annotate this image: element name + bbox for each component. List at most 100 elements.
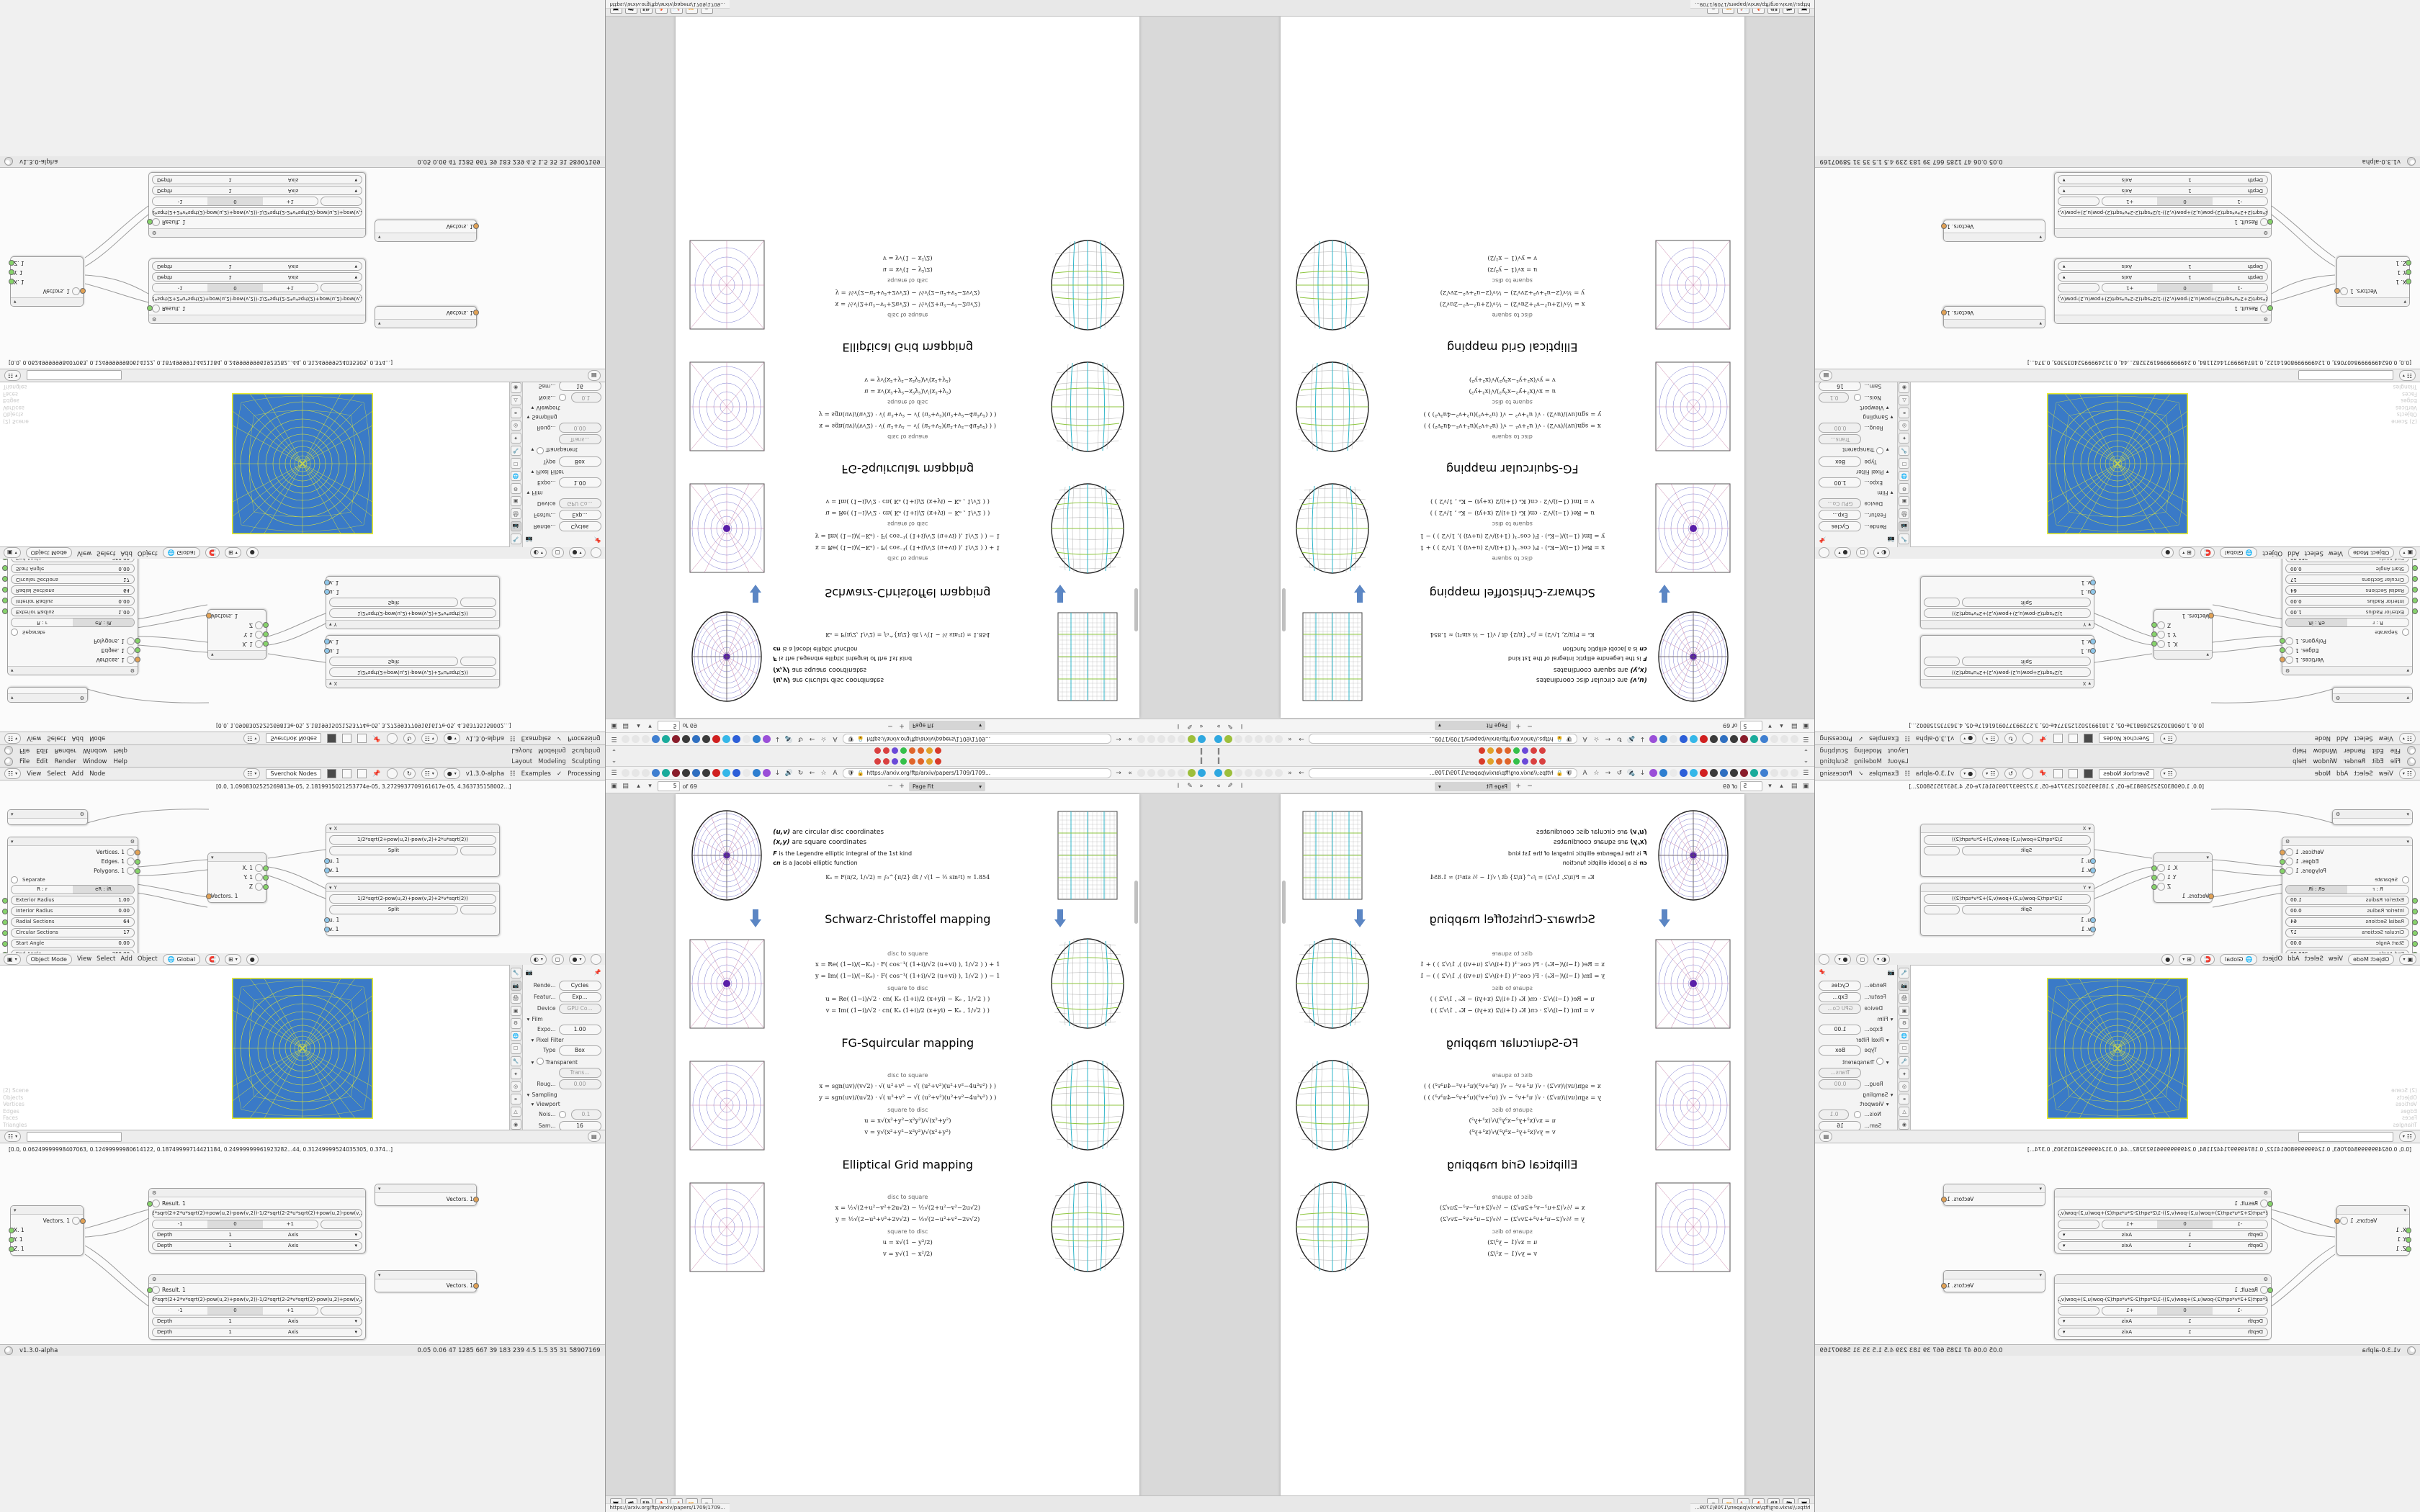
field-interior-radius[interactable]: Interior Radius 0.00: [2285, 906, 2418, 916]
snap-settings-icon[interactable]: ⊞ ▾: [225, 547, 241, 559]
node-torus-header[interactable]: ▾ ⚙: [2282, 666, 2412, 675]
socket-dot[interactable]: [263, 883, 269, 890]
page-down-icon[interactable]: ▾: [1768, 722, 1772, 729]
menu-file[interactable]: File: [2390, 757, 2401, 765]
radio-icon[interactable]: [1854, 394, 1862, 402]
id-icon[interactable]: [1740, 735, 1749, 743]
torus-mode-tabs[interactable]: R : r eR : iR: [2285, 885, 2409, 894]
menu-edit[interactable]: Edit: [2372, 747, 2384, 755]
separate-checkbox[interactable]: Separate: [2285, 629, 2409, 636]
seg-minus1[interactable]: -1: [153, 197, 208, 205]
socket-dot[interactable]: [2090, 639, 2096, 645]
socket-x-in[interactable]: X. 1: [9, 1226, 80, 1234]
tab-data-icon[interactable]: △: [1899, 395, 1910, 406]
head2-icon[interactable]: [1168, 769, 1175, 777]
pin-icon[interactable]: 📌: [372, 770, 381, 778]
forward-icon[interactable]: →: [1116, 735, 1121, 743]
node-result-y-header[interactable]: ⚙: [2055, 1275, 2271, 1284]
viewport-overlays-icon[interactable]: ◐ ▾: [1873, 547, 1891, 559]
search-field[interactable]: [2298, 1131, 2393, 1142]
viewport-canvas[interactable]: (2) Scene Objects Vertices Edges Faces T…: [1815, 382, 2420, 546]
zoom-select[interactable]: Page Fit ▾: [908, 721, 985, 731]
pdf-scrollbar-thumb[interactable]: [1134, 588, 1139, 631]
collapse-chevron-icon[interactable]: ⌄: [1803, 747, 1809, 755]
chevron-down-icon[interactable]: ▾: [354, 1329, 357, 1335]
plus-icon[interactable]: [732, 735, 740, 743]
wrench-icon[interactable]: [631, 735, 640, 743]
zoom-in-button[interactable]: +: [899, 783, 905, 790]
chevron-down-icon[interactable]: [2157, 883, 2165, 891]
snap-magnet-icon[interactable]: 🧲: [205, 547, 220, 559]
row-depth-axis-2[interactable]: Depth 1 Axis ▾: [2058, 1328, 2268, 1337]
socket-dot[interactable]: [2090, 926, 2096, 932]
head2-icon[interactable]: [1168, 735, 1175, 743]
paint-icon[interactable]: [762, 735, 771, 743]
collapse-icon[interactable]: ▾: [211, 854, 214, 860]
tab-viewlayer-icon[interactable]: ▣: [510, 495, 521, 507]
tab-favicon-chat[interactable]: [891, 757, 898, 765]
chevron-down-icon[interactable]: ▾: [354, 274, 357, 280]
viewport-3d[interactable]: ▣ ▾ Object Mode View Select Add Object 🌐 …: [1815, 953, 2420, 1130]
chevron-down-icon[interactable]: [2285, 656, 2293, 664]
chevron-down-icon[interactable]: [2340, 287, 2348, 295]
globe2-icon[interactable]: [1137, 735, 1145, 743]
socket-dot[interactable]: [135, 868, 140, 874]
sidebar-toggle-icon[interactable]: ▣: [611, 722, 617, 729]
row-transparent-glass[interactable]: Trans...: [1819, 434, 1895, 445]
tab-data-icon[interactable]: △: [510, 395, 521, 406]
right-extension-icons[interactable]: [1214, 735, 1283, 743]
paint-icon[interactable]: [1649, 769, 1658, 777]
collapse-icon[interactable]: ▾: [329, 825, 332, 832]
pin-icon[interactable]: 📌: [2039, 734, 2048, 742]
examples-button[interactable]: Examples: [521, 734, 551, 742]
left-extension-icons[interactable]: [621, 735, 771, 743]
vp-menu-select[interactable]: Select: [97, 549, 116, 557]
node-menu-select[interactable]: Select: [47, 734, 66, 742]
result-x-expression[interactable]: 1/2*sqrt(2+2*u*sqrt(2)+pow(u,2)-pow(v,2)…: [152, 294, 362, 303]
socket-dot[interactable]: [2090, 589, 2096, 595]
tab-scene-icon[interactable]: ⚙: [510, 1018, 521, 1029]
chevron-down-icon[interactable]: ▾: [354, 177, 357, 183]
node-result-y[interactable]: ⚙ Result. 1 1/2*sqrt(2+2*v*sqrt(2)-pow(u…: [2054, 172, 2273, 238]
gear-icon[interactable]: [621, 769, 629, 777]
wrench-icon[interactable]: [1780, 735, 1789, 743]
separate-checkbox[interactable]: Separate: [11, 629, 135, 636]
socket-z-in[interactable]: Z. 1: [2340, 259, 2411, 267]
tab-favicon-smiley[interactable]: [900, 757, 907, 765]
back-icon[interactable]: ←: [1605, 769, 1611, 777]
chevron-down-icon[interactable]: [2285, 637, 2293, 645]
tab-favicon-smiley[interactable]: [1513, 757, 1520, 765]
filter-icon[interactable]: ▤: [587, 370, 601, 381]
node-vectors-right-b[interactable]: ▾ Vectors. 1: [1941, 1270, 2045, 1292]
tab-favicon-flower-a[interactable]: [874, 747, 881, 755]
node-header[interactable]: ▾: [375, 1184, 476, 1193]
socket-result-x[interactable]: Result. 1: [147, 305, 362, 312]
seg-zero[interactable]: 0: [207, 1307, 263, 1315]
tab-favicon-doc[interactable]: [926, 757, 933, 765]
collapse-icon[interactable]: ▾: [2206, 854, 2209, 860]
chevron-down-icon[interactable]: [152, 305, 160, 312]
extra-button[interactable]: [2058, 283, 2099, 292]
more-tools-icon[interactable]: »: [1199, 722, 1204, 729]
tab-list[interactable]: [1479, 747, 1546, 755]
tab-favicon-flower-b[interactable]: [882, 757, 889, 765]
row-viewport-noise[interactable]: Nois... 0.1: [526, 1109, 601, 1120]
socket-vectors[interactable]: Vectors. 1: [378, 309, 479, 317]
node-result-x[interactable]: ⚙ Result. 1 1/2*sqrt(2+2*u*sqrt(2)+pow(u…: [2054, 1188, 2273, 1254]
row-viewport-samples[interactable]: Sam... 16: [526, 382, 601, 392]
interaction-mode-dropdown[interactable]: Object Mode: [2348, 953, 2395, 965]
viewport-3d[interactable]: ▣ ▾ Object Mode View Select Add Object 🌐 …: [1815, 382, 2420, 559]
chevron-down-icon[interactable]: [255, 873, 263, 881]
interaction-mode-dropdown[interactable]: Object Mode: [2348, 547, 2395, 559]
pen-icon[interactable]: ✎: [1227, 783, 1233, 790]
processing-label[interactable]: Processing: [1819, 770, 1852, 778]
tab-eR-iR[interactable]: eR : iR: [2286, 886, 2347, 894]
shield-icon[interactable]: 🛡: [1565, 770, 1573, 776]
extra-button[interactable]: [321, 1306, 362, 1315]
collapse-icon[interactable]: ▾: [2088, 884, 2091, 891]
reload-icon[interactable]: ↻: [797, 769, 804, 777]
field-circular-sections[interactable]: Circular Sections 17: [2, 928, 135, 937]
socket-polygons[interactable]: Polygons. 1: [11, 867, 140, 875]
font-icon[interactable]: [1659, 735, 1668, 743]
menu-window[interactable]: Window: [2313, 747, 2338, 755]
